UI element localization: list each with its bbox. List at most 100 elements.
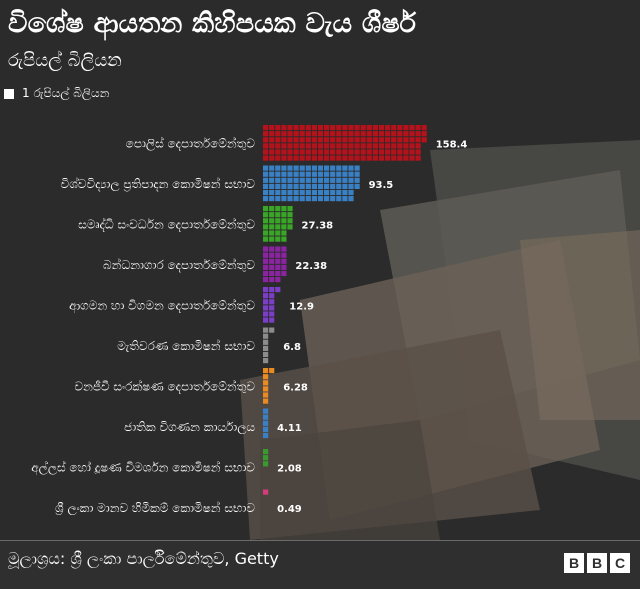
unit-square	[275, 218, 281, 224]
unit-square	[305, 189, 311, 196]
unit-square	[275, 264, 281, 270]
bar-2	[263, 165, 360, 202]
unit-square	[263, 246, 269, 252]
unit-square	[263, 131, 269, 137]
unit-square	[324, 196, 330, 202]
unit-square	[311, 149, 317, 155]
unit-square	[269, 224, 275, 230]
unit-square	[275, 277, 281, 283]
unit-square	[293, 189, 299, 196]
unit-square	[397, 137, 403, 143]
unit-square	[305, 177, 311, 183]
unit-square	[269, 311, 275, 317]
unit-square	[342, 137, 348, 143]
unit-square	[263, 212, 269, 218]
unit-square	[293, 131, 299, 137]
unit-square	[403, 125, 409, 131]
unit-square	[275, 137, 281, 143]
unit-square	[360, 155, 366, 161]
unit-square	[299, 171, 305, 177]
value-label-4: 22.38	[295, 261, 327, 272]
bar-6	[263, 327, 275, 364]
unit-square	[305, 143, 311, 149]
unit-square	[263, 317, 269, 323]
unit-square	[378, 149, 385, 155]
unit-square	[354, 125, 360, 131]
unit-square	[293, 177, 299, 183]
unit-square	[385, 131, 391, 137]
unit-square	[269, 252, 275, 258]
unit-square	[342, 165, 348, 171]
unit-square	[372, 143, 378, 149]
unit-square	[263, 368, 269, 374]
unit-square	[275, 206, 281, 212]
unit-square	[317, 155, 324, 161]
unit-square	[409, 137, 415, 143]
unit-square	[372, 137, 378, 143]
value-label-9: 2.08	[277, 463, 302, 474]
unit-square	[348, 155, 354, 161]
unit-square	[263, 426, 269, 432]
unit-square	[299, 143, 305, 149]
unit-square	[305, 131, 311, 137]
unit-square	[263, 408, 269, 414]
unit-square	[263, 461, 269, 467]
unit-square	[263, 177, 269, 183]
bar-5	[263, 287, 281, 323]
unit-square	[263, 189, 269, 196]
unit-square	[409, 149, 415, 155]
unit-square	[324, 183, 330, 189]
unit-square	[275, 236, 281, 242]
unit-square	[311, 125, 317, 131]
unit-square	[311, 183, 317, 189]
unit-square	[354, 171, 360, 177]
unit-square	[299, 183, 305, 189]
unit-square	[269, 155, 275, 161]
unit-square	[311, 155, 317, 161]
unit-square	[281, 143, 287, 149]
unit-square	[287, 171, 293, 177]
bar-4	[263, 246, 287, 283]
unit-square	[275, 183, 281, 189]
unit-square	[360, 149, 366, 155]
unit-square	[269, 246, 275, 252]
bbc-logo: B B C	[564, 553, 630, 573]
unit-square	[378, 125, 385, 131]
unit-square	[287, 137, 293, 143]
unit-square	[269, 218, 275, 224]
unit-square	[281, 224, 287, 230]
unit-square	[281, 230, 287, 236]
unit-square	[263, 333, 269, 339]
unit-square	[348, 143, 354, 149]
unit-square	[269, 177, 275, 183]
unit-square	[385, 137, 391, 143]
unit-square	[330, 165, 336, 171]
unit-square	[372, 155, 378, 161]
unit-square	[311, 177, 317, 183]
unit-square	[263, 398, 269, 404]
unit-square	[372, 149, 378, 155]
unit-square	[299, 149, 305, 155]
unit-square	[324, 125, 330, 131]
unit-square	[281, 212, 287, 218]
unit-square	[263, 305, 269, 311]
unit-square	[263, 339, 269, 345]
bar-1	[263, 125, 427, 161]
unit-square	[336, 165, 342, 171]
unit-square	[385, 143, 391, 149]
legend-label: 1 රුපියල් බිලියන	[22, 86, 110, 100]
unit-square	[348, 171, 354, 177]
unit-square	[281, 189, 287, 196]
unit-square	[311, 165, 317, 171]
unit-square	[378, 131, 385, 137]
unit-square	[299, 155, 305, 161]
unit-square	[317, 125, 324, 131]
unit-square	[293, 171, 299, 177]
unit-square	[354, 155, 360, 161]
unit-square	[348, 165, 354, 171]
unit-square	[391, 131, 397, 137]
unit-square	[336, 189, 342, 196]
unit-square	[397, 143, 403, 149]
unit-square	[403, 149, 409, 155]
unit-square	[317, 137, 324, 143]
